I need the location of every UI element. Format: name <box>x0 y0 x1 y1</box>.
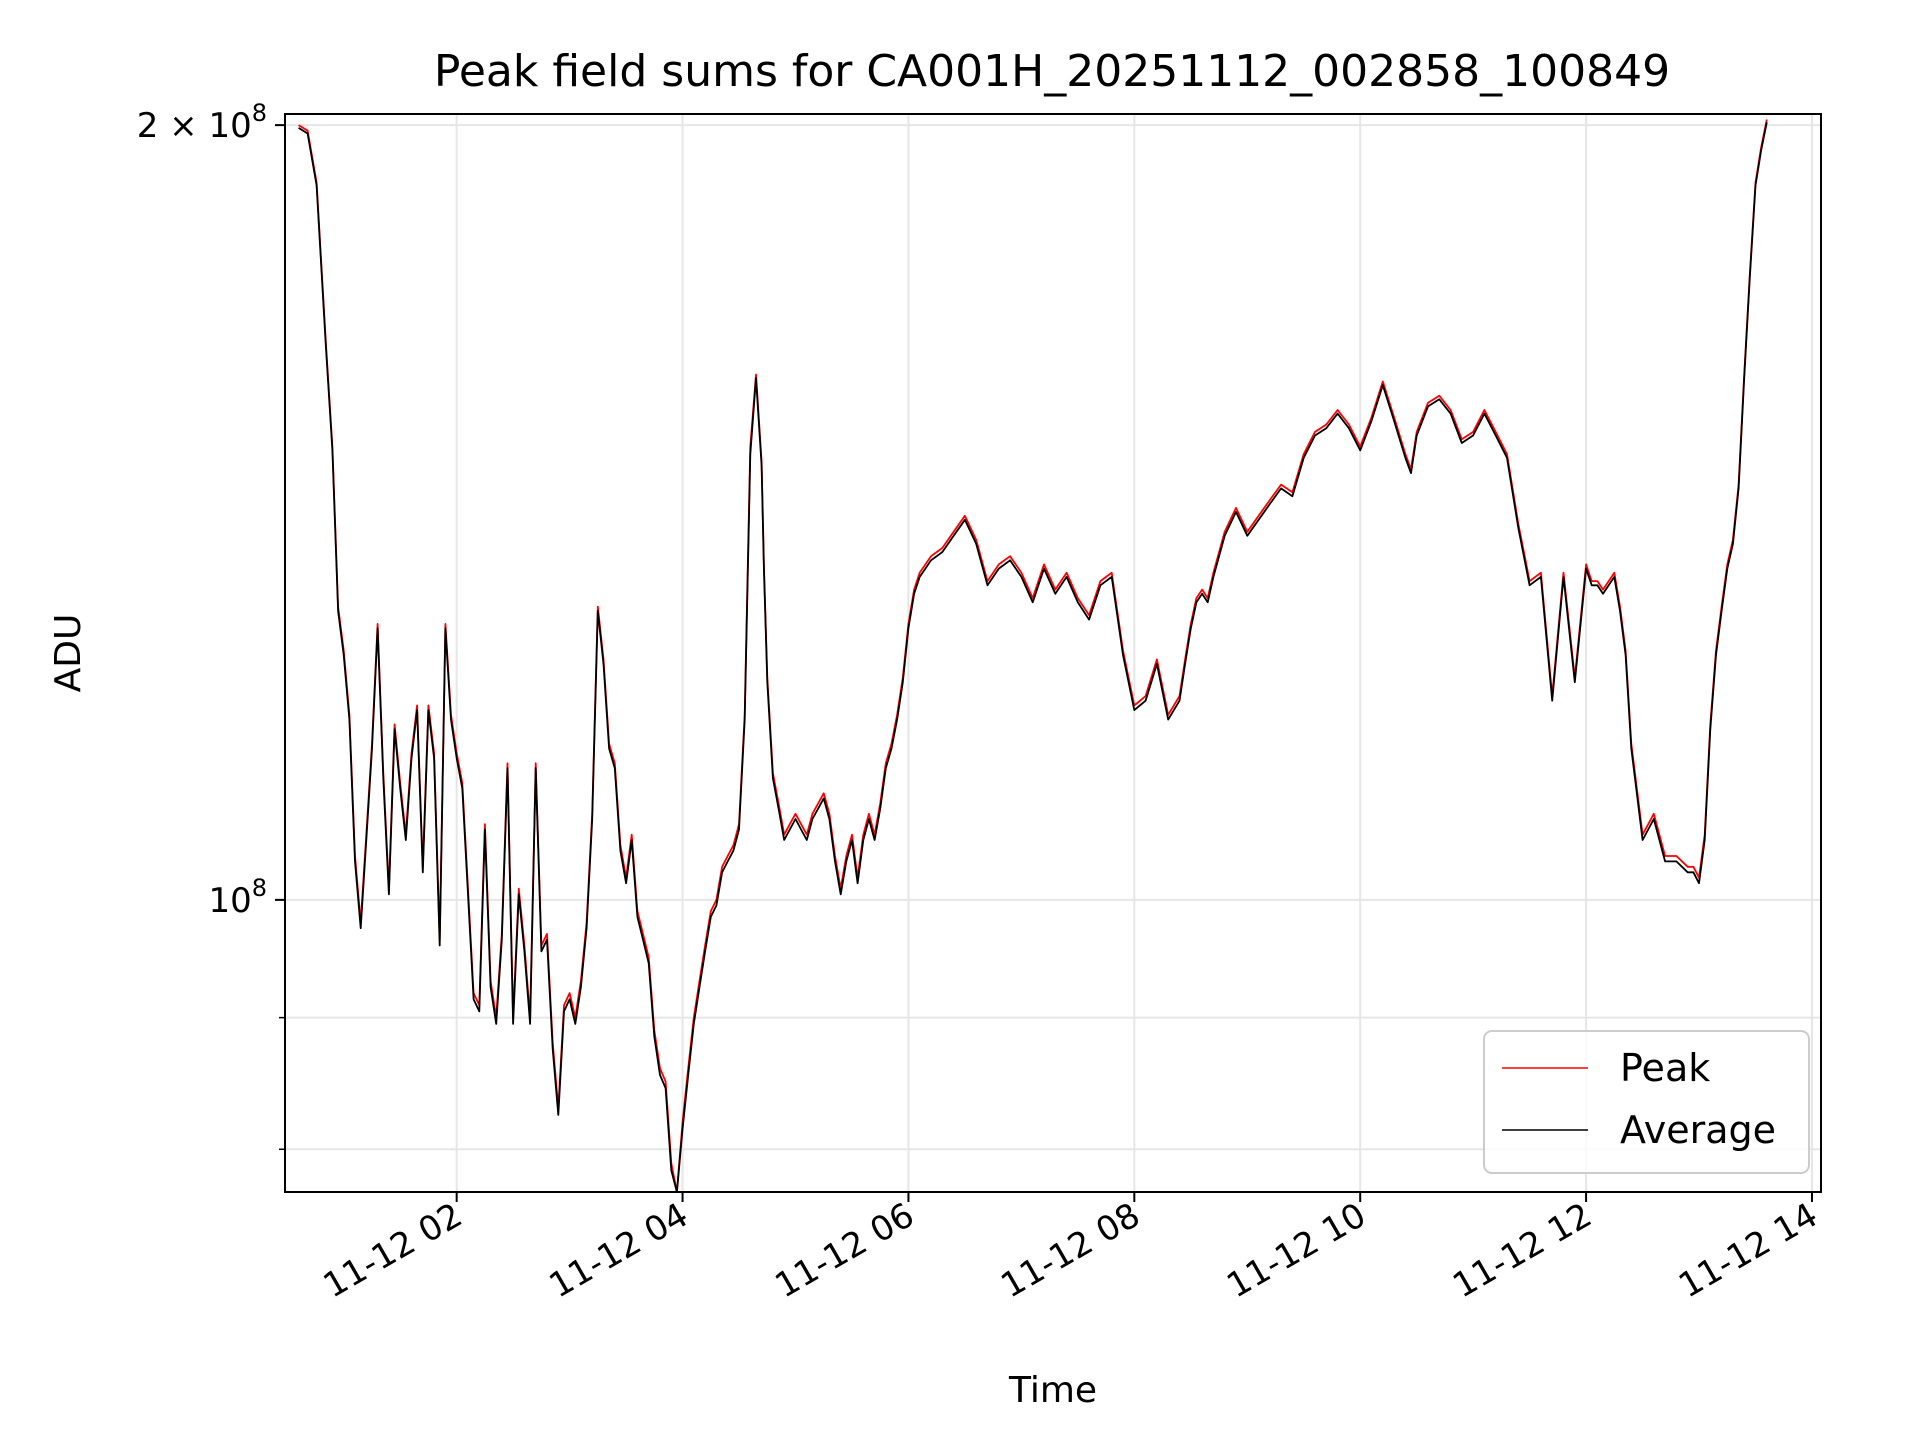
legend-box <box>1483 1030 1810 1174</box>
chart-title: Peak field sums for CA001H_20251112_0028… <box>434 46 1670 97</box>
x-axis-label: Time <box>1008 1370 1097 1411</box>
y-tick-label: 2 × 108 <box>137 99 267 146</box>
y-tick-label: 108 <box>208 874 267 921</box>
legend: Peak Average <box>1483 1030 1810 1174</box>
y-axis-label: ADU <box>48 614 89 693</box>
series-layer <box>298 119 1768 1193</box>
legend-label-average: Average <box>1620 1108 1776 1152</box>
series-line-average <box>298 122 1768 1193</box>
legend-label-peak: Peak <box>1620 1046 1710 1090</box>
plot-frame <box>284 113 1822 1193</box>
